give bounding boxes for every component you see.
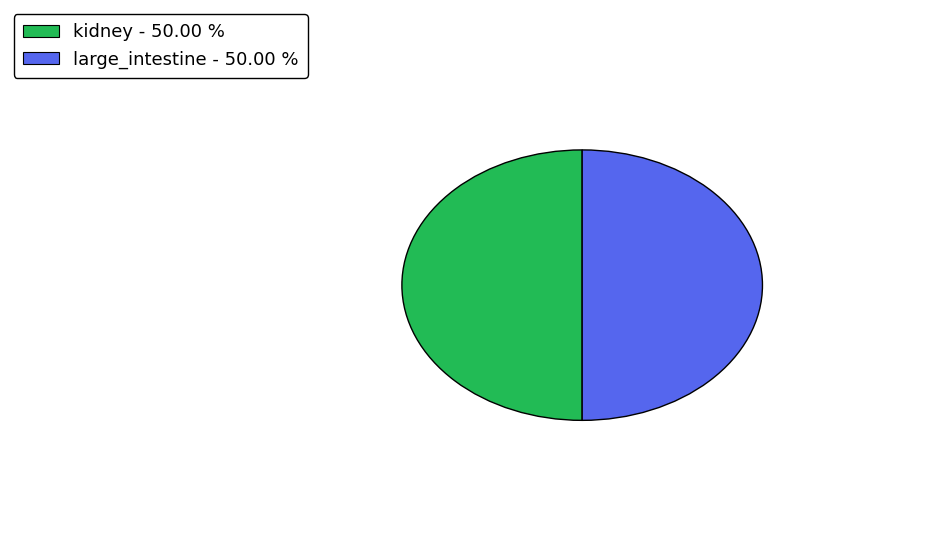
Legend: kidney - 50.00 %, large_intestine - 50.00 %: kidney - 50.00 %, large_intestine - 50.0… — [14, 15, 308, 78]
Wedge shape — [582, 150, 762, 420]
Wedge shape — [402, 150, 582, 420]
